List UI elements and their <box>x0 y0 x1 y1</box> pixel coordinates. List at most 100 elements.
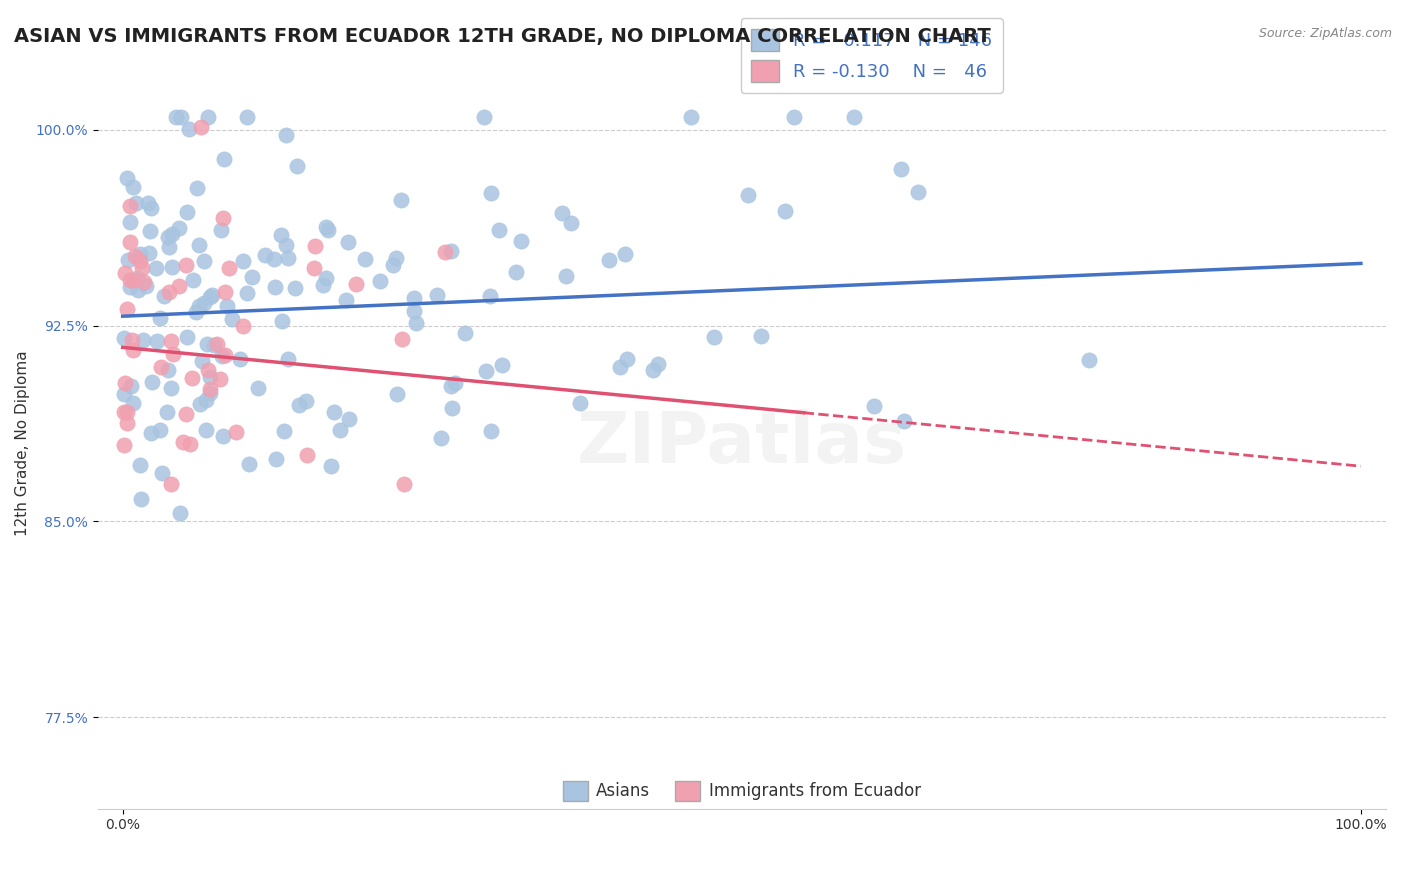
Point <box>169 506 191 520</box>
Point <box>225 425 247 439</box>
Point <box>295 393 318 408</box>
Y-axis label: 12th Grade, No Diploma: 12th Grade, No Diploma <box>15 351 30 536</box>
Point <box>125 196 148 211</box>
Point <box>221 312 243 326</box>
Point <box>195 336 218 351</box>
Legend: Asians, Immigrants from Ecuador: Asians, Immigrants from Ecuador <box>557 774 928 807</box>
Point <box>217 299 239 313</box>
Point <box>129 492 152 507</box>
Point <box>444 376 467 390</box>
Point <box>160 477 183 491</box>
Point <box>179 122 201 136</box>
Point <box>509 235 531 249</box>
Point <box>643 363 665 377</box>
Point <box>200 290 222 304</box>
Point <box>337 235 360 250</box>
Point <box>114 376 136 390</box>
Point <box>179 437 201 451</box>
Point <box>117 170 139 185</box>
Point <box>392 476 415 491</box>
Point <box>321 458 343 473</box>
Point <box>117 252 139 267</box>
Point <box>454 326 477 341</box>
Point <box>181 272 204 286</box>
Point <box>478 289 501 303</box>
Point <box>844 110 866 124</box>
Point <box>315 219 337 234</box>
Point <box>122 396 145 410</box>
Point <box>120 378 142 392</box>
Point <box>236 110 259 124</box>
Point <box>598 253 620 268</box>
Point <box>150 467 173 481</box>
Point <box>197 110 219 124</box>
Point <box>145 334 167 348</box>
Point <box>315 270 337 285</box>
Point <box>115 416 138 430</box>
Point <box>214 152 236 166</box>
Point <box>197 362 219 376</box>
Point <box>129 247 152 261</box>
Point <box>134 275 156 289</box>
Point <box>157 240 180 254</box>
Point <box>212 429 235 443</box>
Point <box>430 431 453 445</box>
Point <box>344 277 367 291</box>
Point <box>270 227 292 242</box>
Point <box>160 334 183 349</box>
Point <box>890 161 912 176</box>
Point <box>304 239 326 253</box>
Point <box>440 378 463 392</box>
Point <box>560 216 582 230</box>
Point <box>176 204 198 219</box>
Point <box>613 247 636 261</box>
Point <box>138 245 160 260</box>
Text: Source: ZipAtlas.com: Source: ZipAtlas.com <box>1258 27 1392 40</box>
Point <box>211 211 233 225</box>
Point <box>122 343 145 357</box>
Point <box>297 448 319 462</box>
Point <box>139 224 162 238</box>
Point <box>198 370 221 384</box>
Point <box>191 353 214 368</box>
Point <box>149 311 172 326</box>
Point <box>162 347 184 361</box>
Point <box>276 252 298 266</box>
Point <box>209 223 232 237</box>
Text: ZIPatlas: ZIPatlas <box>576 409 907 477</box>
Point <box>129 253 152 268</box>
Point <box>264 452 287 467</box>
Point <box>160 381 183 395</box>
Point <box>316 222 339 236</box>
Point <box>893 414 915 428</box>
Point <box>139 426 162 441</box>
Point <box>186 305 208 319</box>
Point <box>609 359 631 374</box>
Point <box>165 110 187 124</box>
Point <box>117 301 139 316</box>
Point <box>679 110 702 124</box>
Point <box>238 457 260 471</box>
Point <box>128 458 150 472</box>
Point <box>274 128 297 143</box>
Point <box>285 159 308 173</box>
Point <box>337 412 360 426</box>
Point <box>112 404 135 418</box>
Point <box>122 180 145 194</box>
Point <box>335 293 357 308</box>
Point <box>139 201 162 215</box>
Point <box>391 332 413 346</box>
Point <box>176 330 198 344</box>
Point <box>288 398 311 412</box>
Point <box>404 291 426 305</box>
Point <box>204 338 226 352</box>
Point <box>149 359 172 374</box>
Point <box>214 285 236 300</box>
Point <box>240 269 263 284</box>
Point <box>385 387 408 401</box>
Point <box>505 265 527 279</box>
Point <box>127 283 149 297</box>
Point <box>193 296 215 310</box>
Point <box>207 336 229 351</box>
Point <box>229 351 252 366</box>
